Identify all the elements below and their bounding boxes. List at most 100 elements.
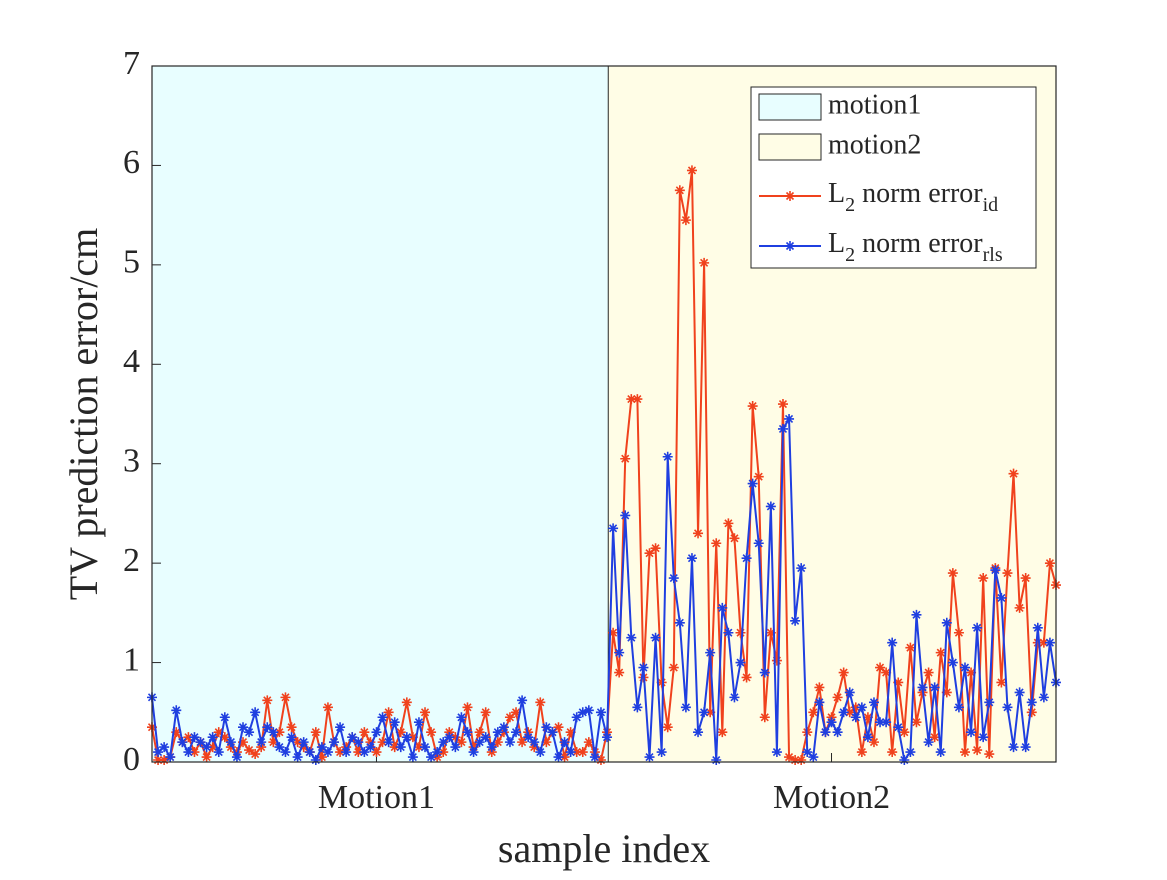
marker: [1044, 637, 1055, 648]
marker: [559, 752, 570, 763]
marker: [262, 695, 273, 706]
legend-subscript: 2: [845, 244, 855, 266]
marker: [699, 707, 710, 718]
y-tick-label: 7: [123, 45, 140, 82]
marker: [304, 747, 315, 758]
marker: [438, 737, 449, 748]
marker: [189, 747, 200, 758]
marker: [353, 747, 364, 758]
marker: [1002, 702, 1013, 713]
y-tick-label: 2: [123, 542, 140, 579]
marker: [972, 745, 983, 756]
marker: [875, 717, 886, 728]
marker: [699, 257, 710, 268]
marker: [571, 712, 582, 723]
y-tick-label: 4: [123, 343, 140, 380]
marker: [893, 722, 904, 733]
marker: [808, 707, 819, 718]
marker: [790, 615, 801, 626]
marker: [541, 722, 552, 733]
marker: [735, 657, 746, 668]
marker: [796, 563, 807, 574]
marker: [450, 742, 461, 753]
marker: [225, 737, 236, 748]
x-tick-label: Motion1: [318, 779, 435, 816]
marker: [784, 752, 795, 763]
marker: [674, 617, 685, 628]
marker: [1020, 573, 1031, 584]
marker: [747, 478, 758, 489]
marker: [626, 394, 637, 405]
marker: [984, 749, 995, 760]
marker: [310, 755, 321, 766]
marker: [729, 533, 740, 544]
legend-marker: [785, 241, 795, 251]
marker: [978, 573, 989, 584]
marker: [480, 707, 491, 718]
marker: [614, 667, 625, 678]
marker: [595, 707, 606, 718]
marker: [310, 727, 321, 738]
marker: [693, 727, 704, 738]
marker: [1032, 637, 1043, 648]
marker: [838, 667, 849, 678]
marker: [256, 737, 267, 748]
marker: [868, 737, 879, 748]
marker: [177, 737, 188, 748]
legend-text: L: [828, 228, 845, 259]
marker: [680, 215, 691, 226]
marker: [583, 737, 594, 748]
marker: [832, 727, 843, 738]
marker: [377, 737, 388, 748]
marker: [535, 747, 546, 758]
marker: [650, 632, 661, 643]
legend-subscript: rls: [983, 244, 1003, 266]
marker: [377, 712, 388, 723]
marker: [856, 702, 867, 713]
legend-label: L2 norm errorrls: [828, 228, 1003, 265]
marker: [426, 727, 437, 738]
marker: [966, 667, 977, 678]
marker: [335, 722, 346, 733]
marker: [996, 677, 1007, 688]
marker: [638, 662, 649, 673]
marker: [1020, 742, 1031, 753]
marker: [395, 727, 406, 738]
marker: [244, 745, 255, 756]
legend-text: norm error: [855, 178, 983, 209]
marker: [802, 747, 813, 758]
region: [152, 66, 609, 762]
marker: [662, 722, 673, 733]
marker: [541, 737, 552, 748]
marker: [244, 727, 255, 738]
marker: [911, 717, 922, 728]
marker: [668, 662, 679, 673]
marker: [492, 737, 503, 748]
marker: [274, 742, 285, 753]
y-tick-label: 0: [123, 741, 140, 778]
marker: [371, 747, 382, 758]
marker: [705, 707, 716, 718]
marker: [468, 747, 479, 758]
marker: [456, 712, 467, 723]
marker: [401, 697, 412, 708]
marker: [759, 667, 770, 678]
legend-text: L: [828, 178, 845, 209]
marker: [322, 702, 333, 713]
marker: [316, 752, 327, 763]
marker: [602, 732, 613, 743]
marker: [159, 755, 170, 766]
marker: [644, 752, 655, 763]
marker: [644, 548, 655, 559]
marker: [438, 747, 449, 758]
marker: [777, 423, 788, 434]
marker: [201, 752, 212, 763]
marker: [923, 667, 934, 678]
marker: [814, 697, 825, 708]
marker: [298, 737, 309, 748]
marker: [383, 737, 394, 748]
marker: [674, 185, 685, 196]
marker: [899, 755, 910, 766]
marker: [413, 742, 424, 753]
